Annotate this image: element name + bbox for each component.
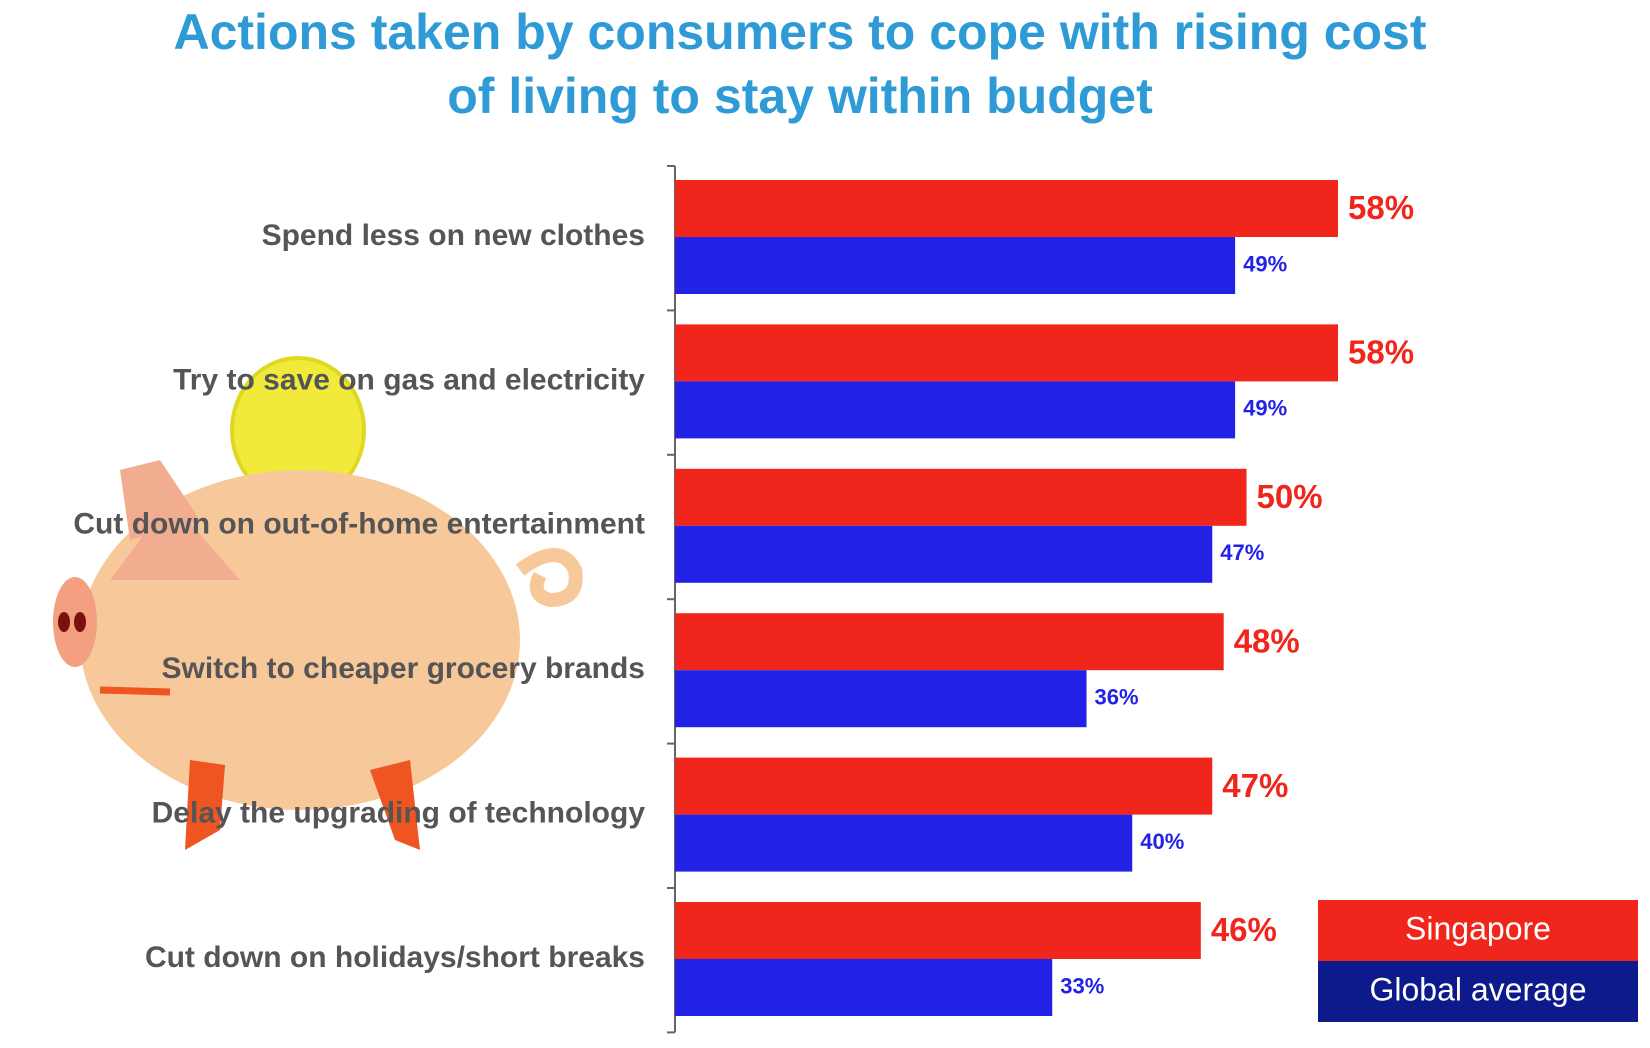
bar xyxy=(675,902,1201,959)
category-label: Spend less on new clothes xyxy=(262,219,645,252)
bar xyxy=(675,525,1213,583)
value-label: 58% xyxy=(1348,334,1414,371)
bar xyxy=(675,959,1053,1016)
bar xyxy=(675,468,1247,526)
bar xyxy=(675,180,1338,237)
bar xyxy=(675,324,1338,382)
value-label: 49% xyxy=(1243,251,1287,276)
category-label: Try to save on gas and electricity xyxy=(173,363,645,396)
bar xyxy=(675,381,1236,439)
value-label: 48% xyxy=(1234,622,1300,659)
value-label: 58% xyxy=(1348,189,1414,226)
bar xyxy=(675,670,1087,728)
legend-label: Global average xyxy=(1369,971,1586,1007)
value-label: 47% xyxy=(1220,540,1264,565)
legend-swatch xyxy=(1318,961,1638,1022)
category-label: Cut down on holidays/short breaks xyxy=(145,941,645,974)
legend-swatch xyxy=(1318,900,1638,961)
value-label: 50% xyxy=(1257,478,1323,515)
piggy-bank-illustration xyxy=(53,356,583,850)
category-label: Cut down on out-of-home entertainment xyxy=(73,508,645,541)
value-label: 36% xyxy=(1095,685,1139,710)
category-label: Delay the upgrading of technology xyxy=(152,797,646,830)
value-label: 46% xyxy=(1211,911,1277,948)
value-label: 47% xyxy=(1222,767,1288,804)
legend-label: Singapore xyxy=(1405,910,1551,946)
chart-title: Actions taken by consumers to cope with … xyxy=(173,4,1426,124)
category-label: Switch to cheaper grocery brands xyxy=(162,652,645,685)
bar xyxy=(675,814,1133,872)
bar xyxy=(675,237,1236,294)
value-label: 49% xyxy=(1243,396,1287,421)
bar xyxy=(675,613,1224,671)
value-label: 40% xyxy=(1140,829,1184,854)
bar xyxy=(675,757,1213,815)
value-label: 33% xyxy=(1060,973,1104,998)
